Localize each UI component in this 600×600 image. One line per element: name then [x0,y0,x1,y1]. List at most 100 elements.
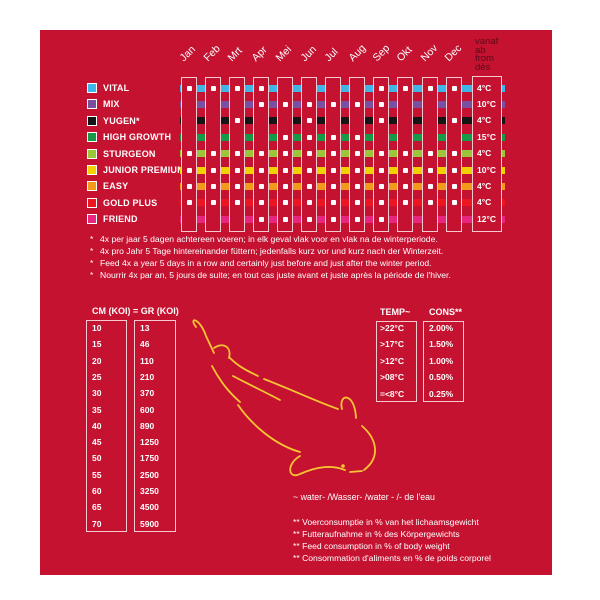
koi-eye [341,464,345,468]
feed-dot [379,200,385,206]
feed-dot [234,183,240,189]
temp-value: =<8°C [380,388,405,399]
from-temp-value: 10°C [477,164,496,175]
feed-dot [186,200,192,206]
cm-value: 10 [92,323,102,333]
feed-dot [282,151,288,157]
koi-belly [237,404,301,453]
cons-value: 0.50% [429,372,454,383]
feed-dot [379,85,385,91]
consumption-footnote-line: ** Futteraufnahme in % des Körpergewicht… [293,529,460,539]
cons-column-box [423,321,464,402]
feed-dot [282,200,288,206]
footnote-line: 4x pro Jahr 5 Tage hintereinander fütter… [100,246,444,257]
feed-dot [307,216,312,222]
gr-value: 370 [140,388,155,399]
color-stripe [180,150,505,158]
cm-value: 20 [92,355,102,366]
cm-value: 35 [92,404,102,415]
koi-belly-left [211,365,241,403]
footnote-star-marker: * [90,258,94,269]
feed-dot [355,216,361,222]
feed-dot [379,167,385,173]
feed-dot [427,183,433,189]
footnote-star-marker: * [90,234,94,244]
feed-dot [282,101,288,107]
cm-value: 40 [92,420,102,431]
legend-item-high-growth: HIGH GROWTH [87,131,171,143]
gr-value: 1250 [140,437,159,448]
legend-swatch [87,99,97,110]
legend-label: JUNIOR PREMIUM [103,165,185,175]
footnote-line: Nourrir 4x par an, 5 jours de suite; en … [100,270,451,281]
from-temp-value: 4°C [477,82,492,93]
consumption-footnote-line: ** Consommation d'aliments en % de poids… [293,553,491,563]
color-stripe [180,215,505,223]
koi-head [361,425,376,471]
footnote-line: 4x per jaar 5 dagen achtereen voeren; in… [100,234,438,244]
cm-column-box [86,320,127,532]
feed-dot [403,167,409,173]
feed-dot [186,167,192,173]
gr-value: 210 [140,371,155,382]
feed-dot [331,183,337,189]
feed-dot [258,151,264,157]
koi-back [229,357,259,377]
feed-dot [234,151,240,157]
feed-dot [307,167,312,173]
cons-value: 2.00% [429,323,454,333]
koi-dorsal-fin [213,344,231,359]
cm-value: 15 [92,339,102,350]
gr-value: 5900 [140,518,159,529]
legend-item-gold-plus: GOLD PLUS [87,197,157,209]
feed-dot [307,151,312,157]
gr-value: 13 [140,323,150,333]
cons-value: 1.00% [429,355,454,366]
legend-swatch [87,181,97,192]
feed-dot [355,101,361,107]
koi-lower-fin [289,455,346,477]
legend-label: YUGEN* [103,115,140,126]
legend-item-junior-premium: JUNIOR PREMIUM [87,164,185,176]
cm-value: 45 [92,437,102,448]
gr-value: 110 [140,355,154,366]
from-temp-value: 12°C [477,213,496,224]
feed-dot [258,200,264,206]
cm-value: 55 [92,469,102,480]
feed-dot [379,216,385,222]
feed-dot [427,151,433,157]
cm-value: 30 [92,388,102,399]
temp-value: >08°C [380,372,404,383]
gr-value: 890 [140,420,155,431]
cm-value: 60 [92,486,102,496]
feed-dot [234,200,240,206]
from-label-de: ab [475,44,486,56]
feed-dot [427,200,433,206]
legend-item-vital: VITAL [87,82,129,94]
legend-swatch [87,197,97,208]
legend-swatch [87,148,97,159]
legend-swatch [87,165,97,175]
color-stripe [180,182,505,190]
water-note: ~ water- /Wasser- /water - /- de l'eau [293,492,435,502]
legend-label: VITAL [103,83,130,93]
gr-column-box [134,320,176,532]
gr-value: 600 [140,404,155,415]
temp-header: TEMP~ [380,307,411,317]
feed-dot [451,183,457,189]
temp-value: >17°C [380,339,404,350]
feed-dot [186,85,192,91]
feed-dot [403,151,409,157]
feed-dot [307,101,312,107]
gr-value: 46 [140,339,150,350]
feed-dot [258,216,264,222]
legend-item-friend: FRIEND [87,213,138,225]
koi-tail [192,319,215,354]
legend-label: HIGH GROWTH [103,132,172,143]
legend-item-easy: EASY [87,180,128,192]
feed-dot [355,200,361,206]
gr-value: 1750 [140,453,159,464]
footnote-star-marker: * [90,270,94,281]
footnote-star-marker: * [90,246,94,257]
legend-label: MIX [103,99,120,110]
